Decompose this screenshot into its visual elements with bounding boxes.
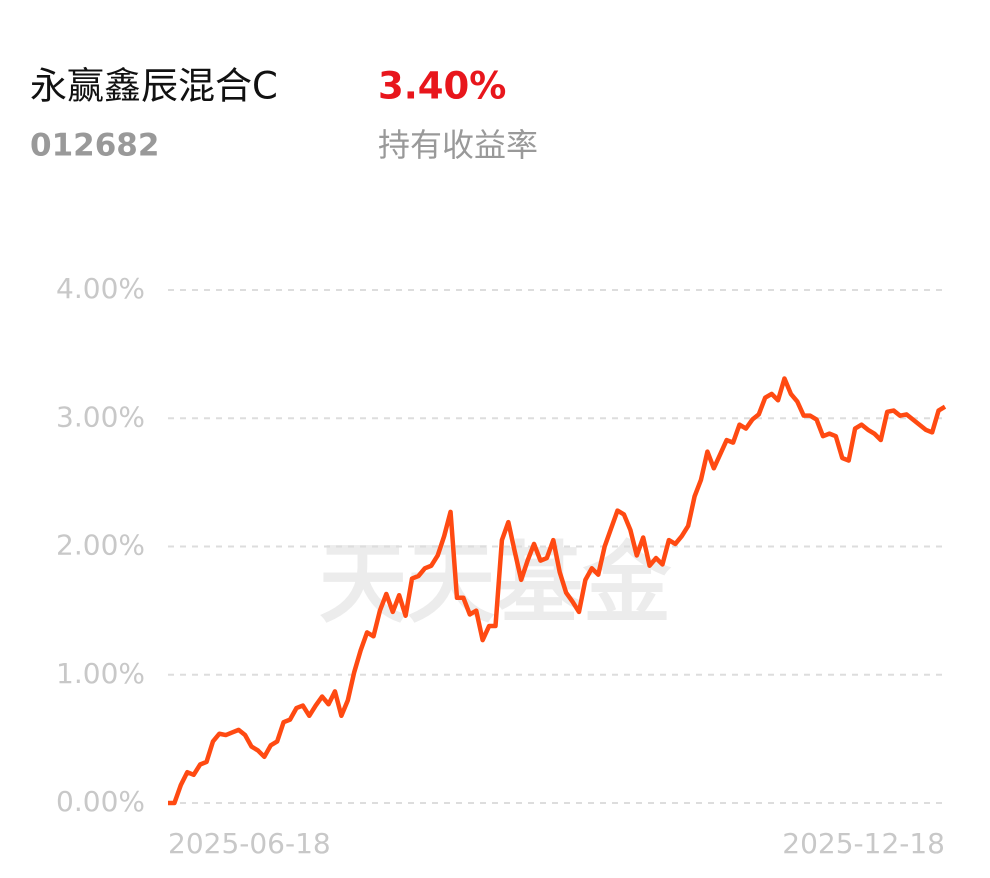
fund-code: 012682 <box>30 128 159 164</box>
return-value: 3.40% <box>378 65 506 108</box>
y-tick-label: 2.00% <box>56 529 145 562</box>
y-tick-label: 3.00% <box>56 400 145 433</box>
x-tick-label: 2025-06-18 <box>168 827 331 860</box>
return-label: 持有收益率 <box>378 126 538 164</box>
line <box>168 376 947 806</box>
y-tick-label: 4.00% <box>56 272 145 305</box>
y-tick-label: 0.00% <box>56 785 145 818</box>
fund-name: 永赢鑫辰混合C <box>30 65 278 108</box>
x-tick-label: 2025-12-18 <box>782 827 945 860</box>
y-tick-label: 1.00% <box>56 657 145 690</box>
